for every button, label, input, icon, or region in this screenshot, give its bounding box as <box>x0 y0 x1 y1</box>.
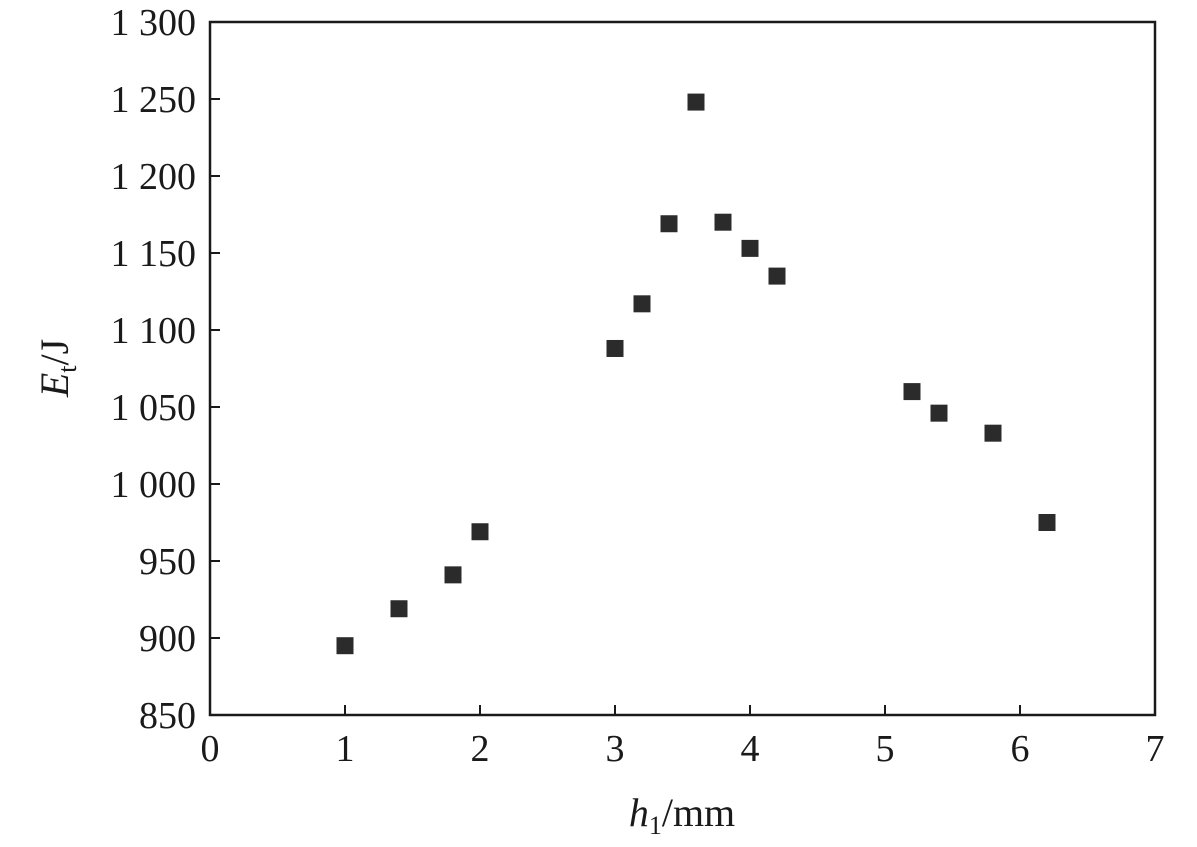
y-axis-title-sub: t <box>53 365 82 373</box>
data-point <box>903 383 921 401</box>
y-axis-title: Et/J <box>32 339 82 398</box>
y-tick-label: 950 <box>139 541 196 583</box>
data-point <box>336 637 354 655</box>
x-tick-label: 2 <box>471 728 490 770</box>
x-tick-label: 3 <box>606 728 625 770</box>
y-tick-label: 1 250 <box>111 79 197 121</box>
plot-border <box>208 20 1157 717</box>
y-tick-label: 1 300 <box>111 2 197 44</box>
y-tick-label: 1 050 <box>111 387 197 429</box>
x-tick-label: 4 <box>741 728 760 770</box>
x-tick-label: 7 <box>1146 728 1165 770</box>
data-point <box>471 523 489 541</box>
data-point <box>741 239 759 257</box>
y-tick-label: 1 200 <box>111 156 197 198</box>
y-tick-label: 1 150 <box>111 233 197 275</box>
data-point <box>660 215 678 233</box>
data-point <box>633 295 651 313</box>
data-point <box>444 566 462 584</box>
x-axis-title-unit: /mm <box>662 790 735 835</box>
y-axis-title-main: E <box>32 373 77 398</box>
y-axis: 850 900 950 1 000 1 050 1 100 1 150 1 200 1 250 1… <box>111 2 220 737</box>
data-point <box>714 213 732 231</box>
y-tick-label: 1 100 <box>111 310 197 352</box>
plot-frame <box>208 20 1157 717</box>
x-tick-label: 0 <box>201 728 220 770</box>
data-point <box>390 600 408 618</box>
x-axis-title-sub: 1 <box>649 811 662 840</box>
data-point <box>768 267 786 285</box>
data-point <box>984 424 1002 442</box>
data-point <box>606 339 624 357</box>
y-tick-label: 850 <box>139 695 196 737</box>
x-axis: 0 1 2 3 4 5 6 7 <box>201 705 1165 770</box>
x-axis-title-main: h <box>629 790 649 835</box>
y-tick-label: 900 <box>139 618 196 660</box>
data-point <box>1038 514 1056 531</box>
x-tick-label: 1 <box>336 728 355 770</box>
data-point <box>687 93 705 111</box>
data-points <box>336 93 1056 655</box>
x-axis-title: h1/mm <box>629 790 735 840</box>
y-tick-label: 1 000 <box>111 464 197 506</box>
x-tick-label: 6 <box>1011 728 1030 770</box>
y-axis-title-unit: /J <box>32 339 77 366</box>
x-tick-label: 5 <box>876 728 895 770</box>
data-point <box>930 404 948 422</box>
